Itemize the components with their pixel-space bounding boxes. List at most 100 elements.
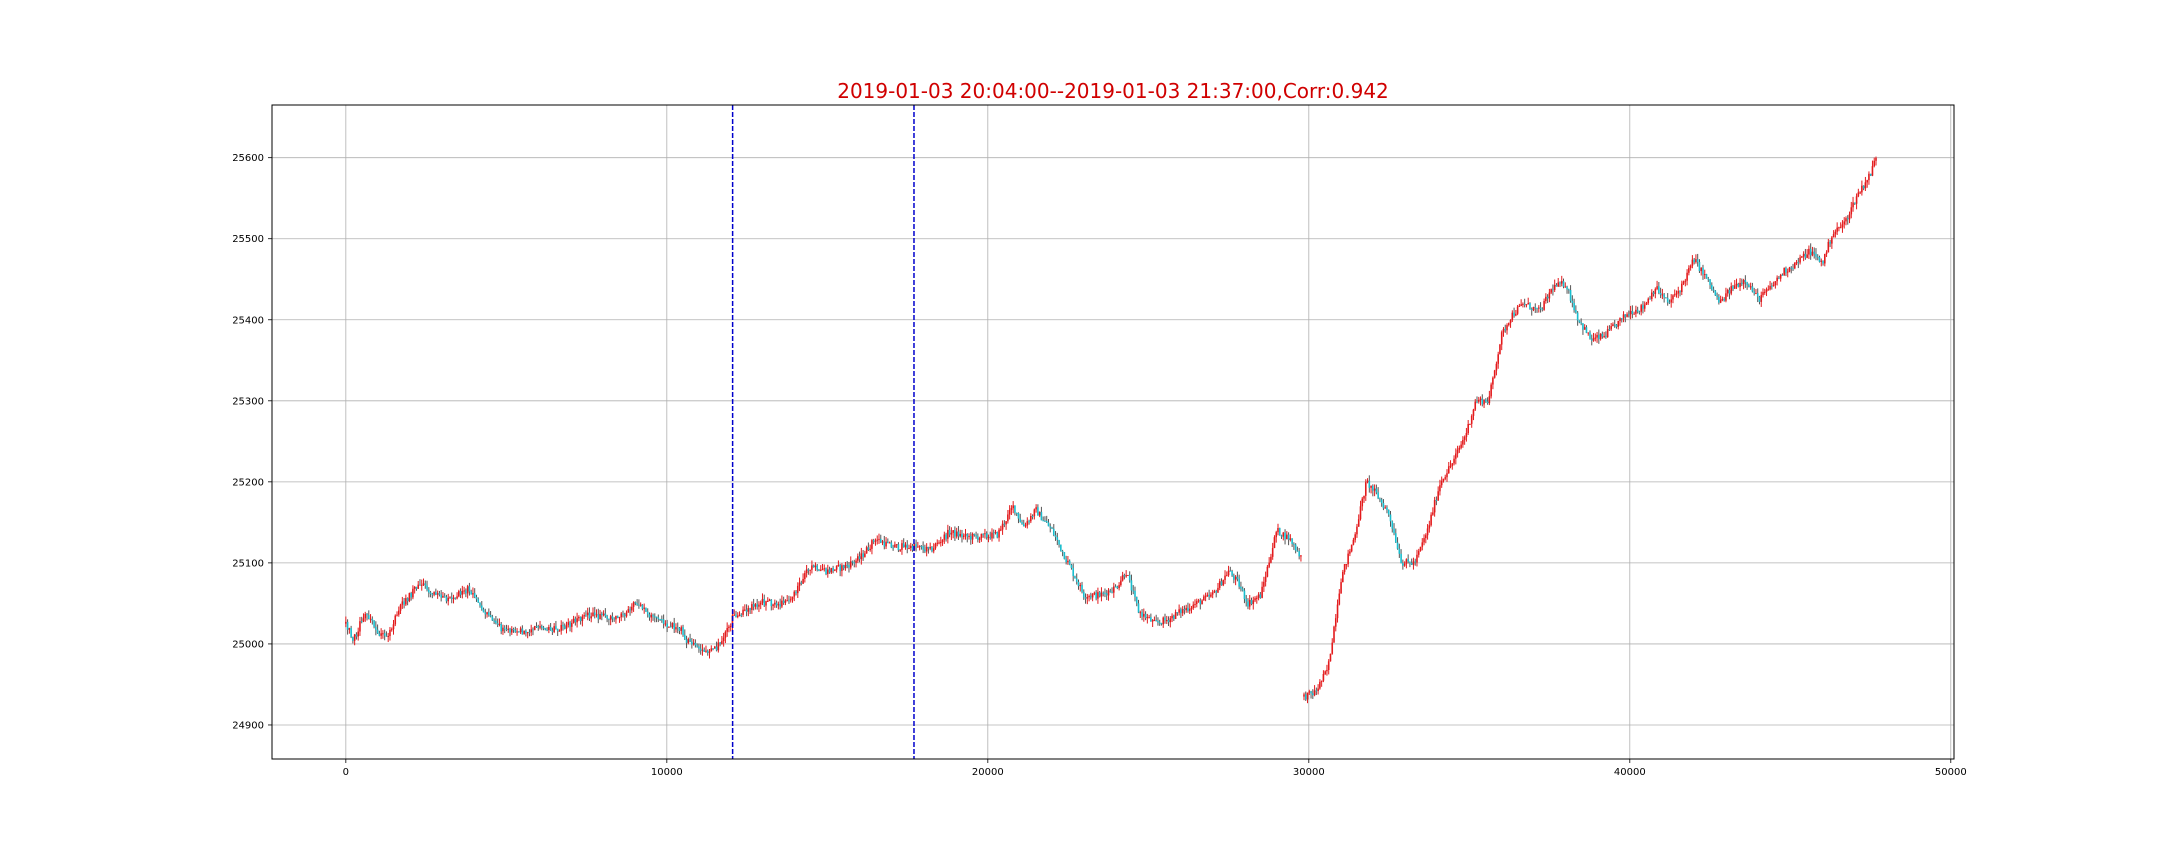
- candle-body: [1380, 499, 1383, 503]
- candle-body: [1661, 294, 1664, 296]
- candle-body: [1277, 527, 1279, 533]
- candle-body: [1098, 592, 1101, 597]
- candle-body: [420, 584, 423, 586]
- candle-body: [955, 531, 958, 537]
- candle-body: [890, 542, 893, 548]
- candle-body: [853, 562, 856, 564]
- candle-body: [1839, 227, 1842, 229]
- candle-body: [671, 622, 674, 628]
- candle-body: [1373, 488, 1376, 491]
- candle-body: [1446, 473, 1448, 478]
- candle-body: [1808, 248, 1810, 255]
- candle-body: [1779, 274, 1782, 279]
- candle-body: [1432, 512, 1434, 515]
- candle-body: [352, 637, 354, 641]
- candle-body: [1125, 575, 1127, 577]
- candle-body: [1647, 298, 1650, 303]
- candle-body: [1037, 507, 1039, 516]
- candle-body: [1091, 594, 1094, 598]
- candle-body: [1387, 509, 1390, 515]
- candle-body: [1451, 463, 1454, 466]
- candle-body: [1765, 289, 1768, 292]
- candle-body: [1271, 548, 1274, 557]
- candle-body: [698, 646, 700, 649]
- candle-body: [380, 633, 382, 636]
- candle-body: [1672, 295, 1674, 300]
- candle-body: [1486, 401, 1489, 404]
- candle-body: [1640, 305, 1642, 312]
- candle-body: [1569, 290, 1572, 301]
- candle-body: [1825, 252, 1828, 255]
- candle-body: [1416, 554, 1418, 563]
- candle-body: [1585, 327, 1588, 333]
- candle-body: [412, 588, 414, 598]
- candle-body: [597, 614, 600, 620]
- candle-body: [1771, 285, 1773, 287]
- candle-body: [987, 536, 990, 538]
- candle-body: [710, 648, 713, 652]
- candle-body: [1705, 274, 1708, 279]
- candle-body: [1158, 622, 1161, 624]
- candle-body: [1437, 491, 1439, 501]
- candle-body: [832, 567, 834, 571]
- candle-body: [653, 616, 656, 618]
- candle-body: [1435, 500, 1438, 502]
- candle-body: [1675, 293, 1678, 295]
- candle-body: [708, 651, 711, 653]
- candle-body: [1107, 590, 1110, 596]
- candle-body: [1813, 251, 1816, 254]
- candle-body: [714, 646, 716, 649]
- candle-body: [1721, 299, 1724, 301]
- candle-body: [533, 626, 536, 630]
- candle-body: [1589, 332, 1591, 339]
- candle-body: [1049, 526, 1052, 528]
- candle-body: [917, 546, 919, 548]
- candle-body: [1248, 599, 1251, 607]
- candle-body: [1477, 399, 1480, 402]
- candle-body: [1148, 617, 1150, 619]
- candle-body: [1801, 256, 1803, 258]
- candle-body: [641, 604, 644, 609]
- candle-body: [394, 615, 397, 625]
- candle-body: [1735, 283, 1738, 286]
- candle-body: [405, 598, 407, 605]
- candle-body: [973, 533, 976, 536]
- candle-body: [422, 583, 425, 585]
- candle-body: [1869, 173, 1872, 176]
- candle-body: [1074, 576, 1076, 579]
- candle-body: [705, 650, 707, 652]
- candle-body: [1340, 582, 1342, 594]
- candle-body: [387, 635, 389, 637]
- candle-body: [1599, 333, 1602, 340]
- candle-body: [1509, 319, 1512, 324]
- candle-body: [518, 631, 520, 633]
- candle-body: [1252, 600, 1255, 605]
- candle-body: [1014, 505, 1016, 513]
- candle-body: [500, 623, 502, 632]
- candle-body: [1343, 564, 1346, 572]
- candle-body: [1642, 305, 1644, 309]
- candle-body: [442, 595, 444, 598]
- candle-body: [1327, 661, 1330, 670]
- candle-body: [1502, 328, 1505, 333]
- candle-body: [1334, 618, 1337, 627]
- candle-body: [443, 595, 446, 597]
- candle-body: [1447, 466, 1450, 474]
- candle-body: [1393, 528, 1395, 534]
- candle-body: [1084, 597, 1087, 599]
- candle-body: [1155, 620, 1157, 622]
- candle-body: [428, 589, 430, 593]
- candle-body: [1751, 286, 1754, 292]
- candle-body: [555, 626, 557, 629]
- candle-body: [650, 614, 653, 618]
- candle-body: [516, 631, 518, 633]
- candle-body: [1231, 571, 1233, 576]
- candle-body: [802, 578, 804, 584]
- candle-body: [1197, 600, 1200, 602]
- candle-body: [615, 615, 617, 620]
- candle-body: [1762, 292, 1764, 296]
- candle-body: [909, 545, 912, 549]
- candle-body: [1527, 303, 1530, 305]
- candle-body: [359, 621, 361, 632]
- candle-body: [507, 628, 510, 630]
